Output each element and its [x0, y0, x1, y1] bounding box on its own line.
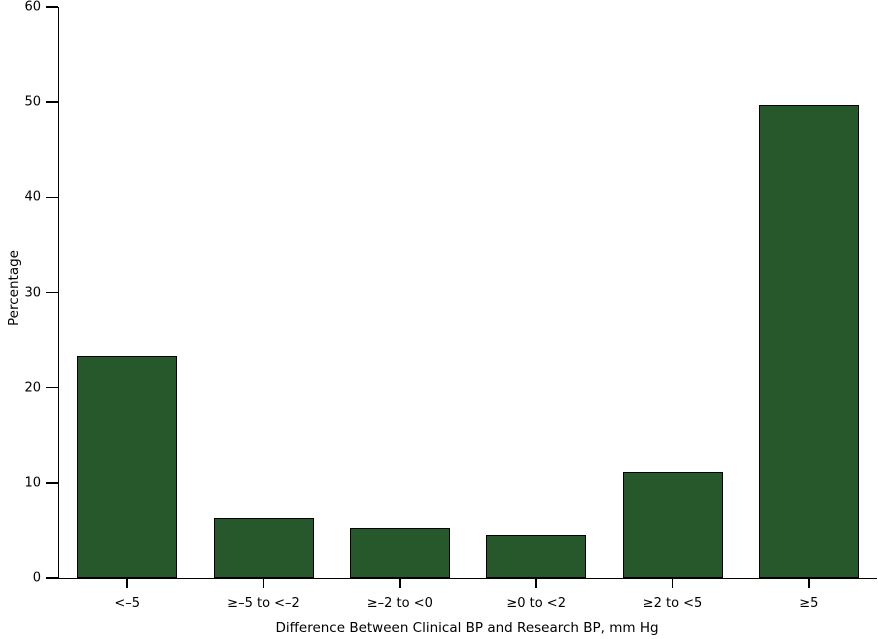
x-axis-tick — [808, 578, 810, 588]
x-axis-category-label: ≥0 to <2 — [506, 596, 566, 611]
plot-area: 0 10 20 30 40 50 60 <–5 ≥–5 to <–2 ≥–2 to <0 ≥0 to… — [24, 1, 877, 611]
y-axis-tick-label: 60 — [24, 0, 41, 15]
y-axis-tick-label: 10 — [24, 475, 41, 491]
y-axis-tick — [46, 482, 58, 484]
x-axis-tick — [399, 578, 401, 588]
y-axis-tick-label: 40 — [24, 189, 41, 205]
x-axis-tick — [262, 578, 265, 588]
y-axis-tick — [46, 196, 58, 199]
x-axis-category-label: ≥–2 to <0 — [366, 596, 433, 611]
bar-2 — [213, 518, 314, 578]
y-axis-tick — [46, 291, 58, 294]
x-axis-category-label: ≥2 to <5 — [642, 596, 703, 611]
x-axis-title: Difference Between Clinical BP and Resea… — [275, 620, 659, 636]
y-axis-tick-label: 20 — [24, 380, 41, 396]
x-axis-category-label: <–5 — [114, 596, 140, 611]
x-axis-category-label: ≥5 — [799, 596, 819, 611]
bar-1 — [77, 356, 178, 578]
bar-4 — [486, 535, 587, 578]
bar-6 — [758, 105, 859, 578]
y-axis-tick-label: 0 — [32, 570, 41, 586]
y-axis-tick — [46, 101, 58, 103]
bar-3 — [349, 527, 450, 578]
x-axis-category-label: ≥–5 to <–2 — [227, 596, 300, 611]
y-axis-tick — [46, 386, 58, 389]
x-axis-tick — [671, 578, 674, 588]
y-axis-tick — [46, 577, 58, 579]
bar-5 — [622, 472, 723, 578]
y-axis-tick-label: 50 — [24, 94, 41, 110]
y-axis-tick-label: 30 — [24, 285, 41, 300]
y-axis-tick — [46, 6, 58, 8]
x-axis-tick — [126, 578, 128, 588]
x-axis-tick — [535, 578, 537, 588]
